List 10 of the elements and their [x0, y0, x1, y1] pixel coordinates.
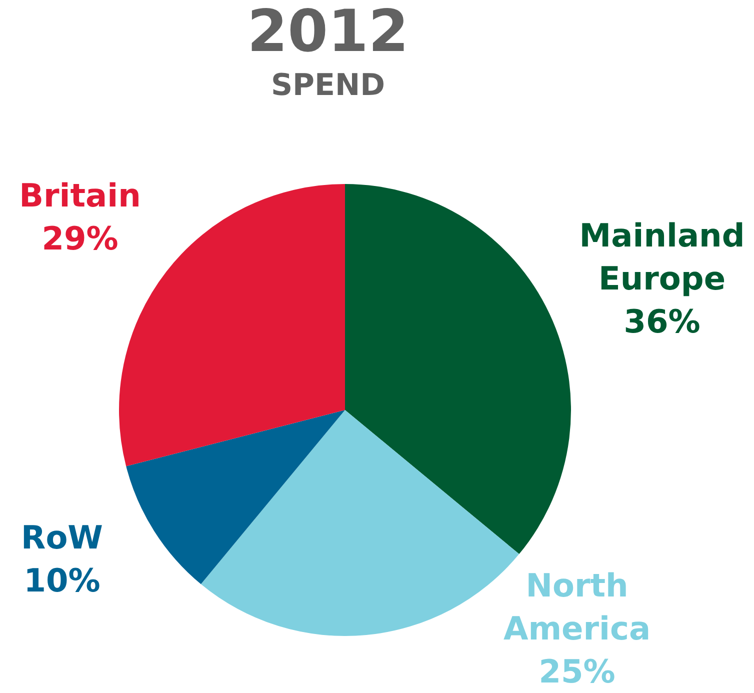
slice-label: Britain: [19, 176, 141, 214]
data-label: 36%: [624, 302, 700, 340]
chart-title: 2012: [247, 0, 409, 66]
data-label: 29%: [42, 219, 118, 258]
slice-label: RoW: [21, 518, 103, 556]
data-label: 25%: [538, 652, 616, 690]
chart-subtitle: SPEND: [270, 68, 386, 103]
data-label: 10%: [24, 561, 100, 600]
slice-label: North America: [503, 566, 651, 648]
slice-label: Mainland Europe: [579, 216, 745, 298]
